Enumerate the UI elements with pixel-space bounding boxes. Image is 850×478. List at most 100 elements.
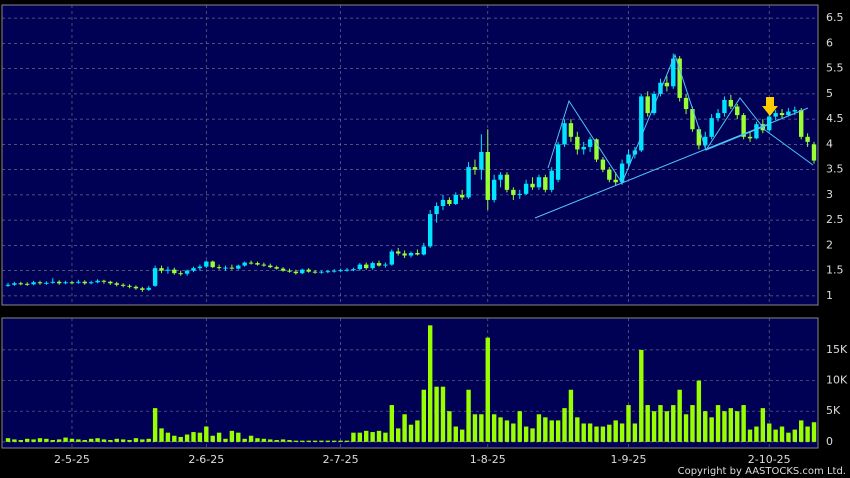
candle-body (543, 177, 548, 190)
volume-bar (594, 426, 599, 442)
volume-bar (491, 414, 497, 442)
candle-body (677, 58, 682, 98)
volume-bar (184, 434, 190, 442)
volume-bar (613, 420, 618, 442)
candle-body (645, 96, 650, 114)
y-tick-label: 1.5 (826, 264, 844, 277)
volume-bar (114, 438, 119, 442)
candle-body (453, 194, 458, 204)
candle-body (50, 281, 55, 283)
candle-body (773, 113, 778, 117)
candle-body (549, 170, 554, 190)
volume-bar (728, 408, 734, 442)
volume-tick-label: 10K (826, 374, 848, 387)
volume-bar (453, 426, 458, 442)
candle-body (779, 113, 785, 116)
volume-bar (31, 439, 36, 442)
volume-bar (767, 423, 772, 442)
candle-body (792, 110, 798, 112)
candle-body (472, 167, 478, 170)
volume-bar (319, 440, 324, 442)
candle-body (229, 267, 235, 269)
candle-body (511, 189, 516, 195)
candle-body (133, 286, 139, 289)
candle-body (568, 123, 574, 137)
volume-bar (370, 432, 375, 442)
volume-bar (715, 405, 721, 442)
candle-body (619, 163, 625, 183)
volume-bar (24, 438, 30, 442)
volume-bar (389, 405, 395, 442)
candle-body (709, 118, 714, 137)
volume-tick-label: 15K (826, 343, 848, 356)
volume-bar (683, 414, 689, 442)
candle-body (517, 193, 522, 195)
volume-bar (504, 420, 510, 442)
volume-bar (191, 432, 196, 442)
candle-body (172, 269, 177, 274)
volume-bar (63, 437, 68, 442)
candle-body (639, 96, 644, 151)
volume-bar (300, 440, 305, 442)
plot: 1 1.5 2 2.5 3 3.5 4 4.5 5 5.5 6 6.5 0 5K 10K 15K 2-5-25 2… (2, 5, 848, 466)
volume-bar (236, 432, 241, 442)
candle-body (191, 268, 196, 271)
candle-body (376, 263, 382, 266)
candle-body (210, 261, 215, 268)
candle-body (498, 174, 503, 180)
volume-tick-label: 0 (826, 435, 833, 448)
candle-body (671, 58, 676, 87)
volume-bar (671, 405, 676, 442)
volume-bar (600, 426, 606, 442)
volume-bar (651, 411, 657, 442)
candle-body (351, 269, 356, 271)
volume-bar (351, 432, 356, 442)
volume-bar (287, 440, 292, 442)
volume-bar (88, 438, 94, 442)
volume-bar (332, 440, 337, 442)
volume-bar (280, 439, 286, 442)
volume-bar (216, 432, 222, 442)
volume-bar (146, 438, 151, 442)
candle-body (325, 271, 331, 273)
zigzag-line (547, 53, 814, 185)
volume-bar (703, 411, 708, 442)
candle-body (504, 174, 510, 190)
volume-bar (204, 426, 209, 442)
volume-bar (69, 438, 75, 442)
candle-body (242, 262, 247, 266)
candle-body (63, 282, 68, 284)
candle-body (703, 136, 708, 146)
volume-bar (472, 414, 478, 442)
volume-bar (792, 429, 798, 442)
candle-body (741, 115, 746, 137)
volume-bar (799, 420, 804, 442)
candle-body (69, 282, 75, 284)
volume-bar (421, 389, 426, 442)
candle-body (811, 144, 817, 161)
volume-bar (543, 417, 548, 442)
candle-body (466, 167, 471, 198)
candle-body (37, 282, 43, 284)
x-tick-label: 2-6-25 (188, 453, 224, 466)
y-tick-label: 6.5 (826, 11, 844, 24)
candle-body (101, 280, 107, 282)
candle-body (274, 267, 279, 269)
volume-bar (805, 426, 810, 442)
candle-body (293, 271, 299, 274)
candle-body (555, 144, 561, 180)
candle-body (594, 139, 599, 160)
volume-bar (735, 411, 740, 442)
volume-bar (344, 440, 350, 442)
candle-body (5, 284, 11, 286)
candle-body (216, 267, 222, 269)
candle-body (165, 269, 171, 271)
candle-body (402, 253, 407, 256)
candle-body (690, 109, 695, 130)
candle-body (683, 97, 689, 110)
x-tick-label: 2-7-25 (323, 453, 359, 466)
candle-body (747, 136, 753, 139)
candle-body (24, 283, 30, 285)
x-tick-label: 1-9-25 (611, 453, 647, 466)
candle-body (735, 106, 740, 116)
